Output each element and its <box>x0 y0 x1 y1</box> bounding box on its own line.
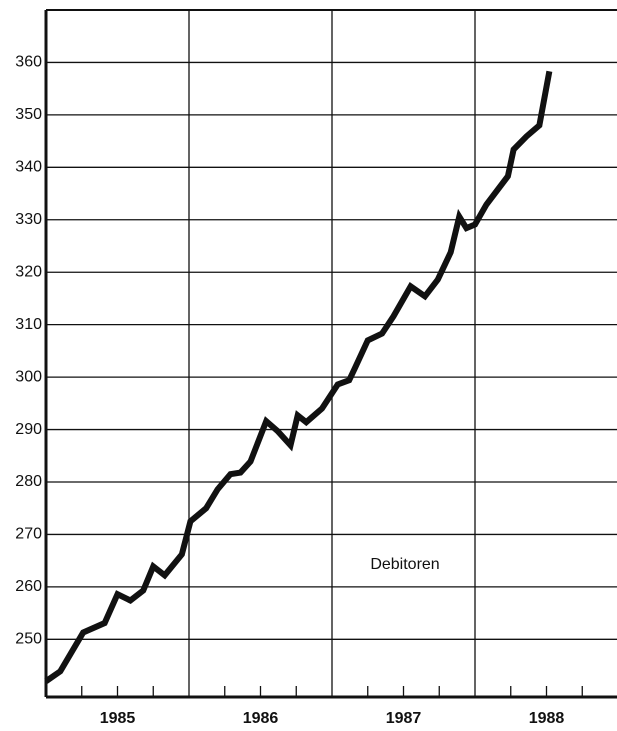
data-line <box>44 70 553 684</box>
y-tick-label: 260 <box>15 578 42 595</box>
y-tick-label: 290 <box>15 421 42 438</box>
y-tick-label: 340 <box>15 159 42 176</box>
y-tick-label: 360 <box>15 54 42 71</box>
x-tick-label: 1985 <box>100 710 136 727</box>
y-tick-label: 330 <box>15 211 42 228</box>
y-tick-label: 300 <box>15 368 42 385</box>
y-tick-label: 310 <box>15 316 42 333</box>
y-tick-label: 250 <box>15 631 42 648</box>
annotation: Debitoren <box>370 556 439 573</box>
y-tick-label: 350 <box>15 106 42 123</box>
x-tick-label: 1988 <box>529 710 565 727</box>
y-tick-label: 280 <box>15 473 42 490</box>
x-tick-label: 1987 <box>386 710 422 727</box>
y-tick-label: 270 <box>15 526 42 543</box>
x-tick-label: 1986 <box>243 710 279 727</box>
y-tick-label: 320 <box>15 263 42 280</box>
